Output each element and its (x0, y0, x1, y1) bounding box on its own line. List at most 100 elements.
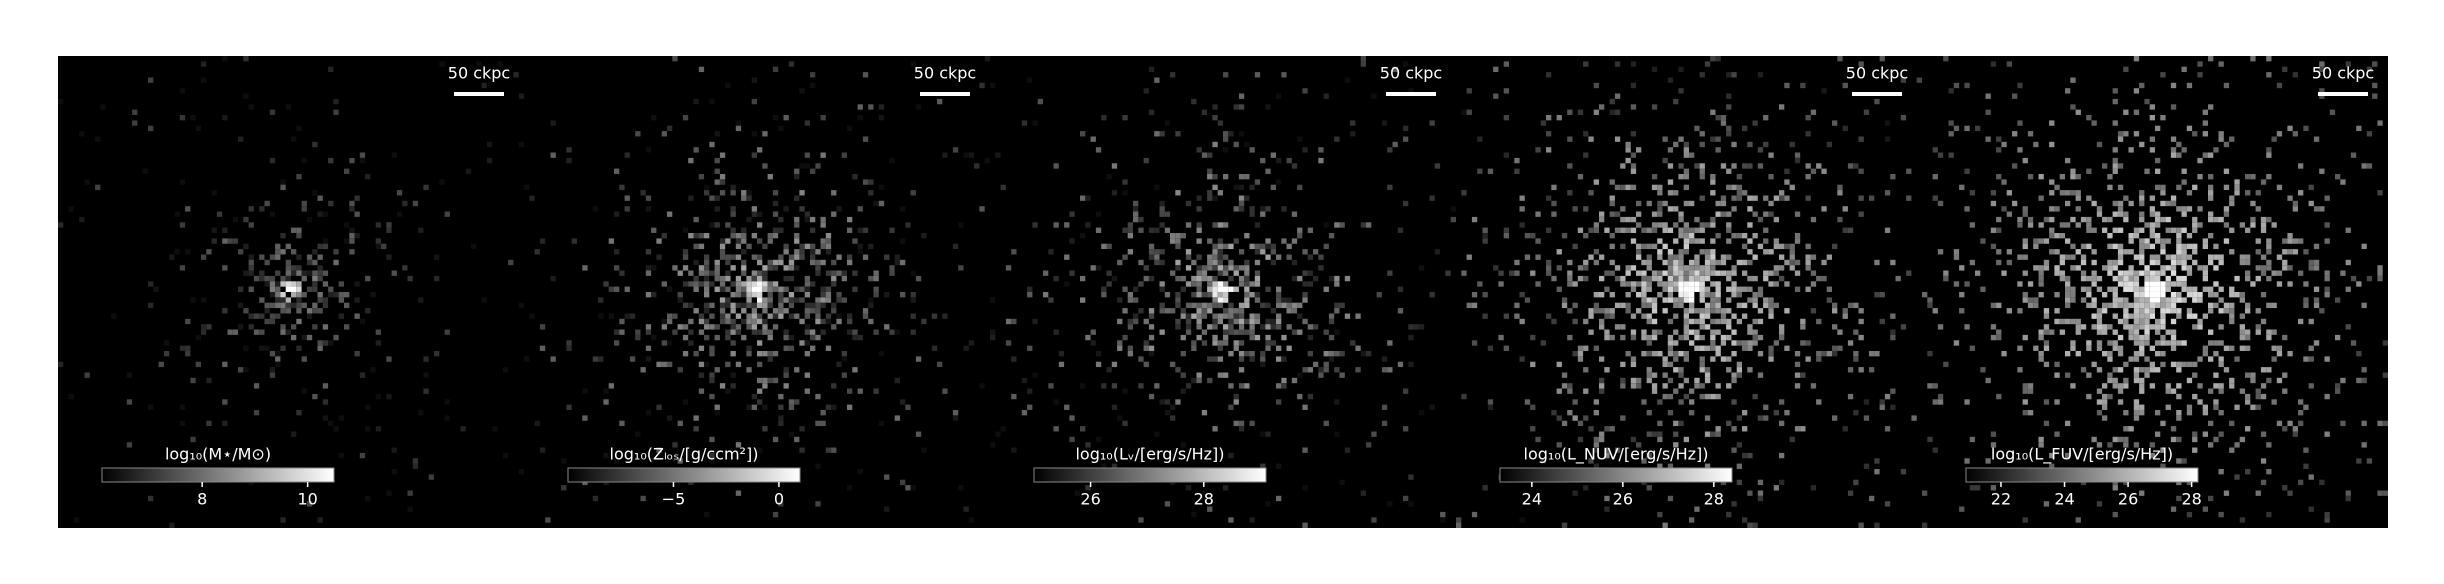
pixel (301, 292, 307, 298)
pixel (253, 410, 260, 416)
pixel (735, 254, 742, 260)
pixel (2139, 377, 2145, 384)
pixel (1609, 292, 1615, 298)
pixel (2160, 286, 2166, 292)
pixel (1122, 227, 1128, 233)
pixel (2144, 313, 2150, 319)
colorbar-tick-label: 26 (1080, 490, 1100, 509)
pixel (2229, 286, 2235, 292)
colorbar-tick-label: 0 (774, 490, 784, 509)
pixel (1742, 517, 1748, 523)
pixel (1699, 345, 1705, 351)
pixel (2292, 426, 2298, 432)
pixel (979, 82, 985, 89)
pixel (2139, 286, 2145, 292)
pixel (2139, 292, 2145, 298)
pixel (1328, 351, 1335, 357)
pixel (1837, 184, 1843, 191)
pixel (1599, 377, 1605, 384)
pixel (561, 485, 567, 491)
pixel (275, 302, 281, 309)
pixel (1731, 281, 1737, 287)
pixel (661, 324, 667, 330)
pixel (794, 238, 800, 244)
pixel (1646, 377, 1652, 384)
pixel (857, 115, 863, 121)
pixel (2075, 222, 2081, 228)
pixel (2282, 426, 2288, 432)
pixel (1260, 431, 1266, 437)
pixel (1233, 345, 1239, 351)
pixel (1794, 233, 1801, 239)
pixel (1699, 324, 1705, 330)
pixel (391, 447, 397, 453)
pixel (1689, 270, 1695, 276)
pixel (1662, 308, 1668, 314)
pixel (693, 98, 699, 105)
pixel (2218, 136, 2224, 142)
pixel (2096, 275, 2103, 282)
pixel (2059, 275, 2065, 282)
pixel (1794, 211, 1801, 217)
pixel (1260, 206, 1266, 212)
pixel (2107, 243, 2113, 250)
pixel (730, 383, 736, 389)
pixel (1895, 275, 1901, 282)
pixel (2287, 195, 2293, 201)
pixel (2170, 506, 2177, 512)
pixel (1847, 340, 1854, 346)
pixel (2170, 340, 2177, 346)
pixel (1736, 415, 1742, 421)
pixel (444, 211, 450, 217)
pixel (1196, 254, 1202, 260)
pixel (1805, 265, 1811, 271)
pixel (2260, 270, 2267, 276)
pixel (2192, 393, 2198, 400)
pixel (1159, 131, 1165, 137)
pixel (1080, 426, 1086, 432)
pixel (2234, 275, 2240, 282)
pixel (1673, 329, 1679, 335)
pixel (1694, 383, 1700, 389)
pixel (2096, 318, 2103, 325)
pixel (1599, 254, 1605, 260)
pixel (2096, 206, 2103, 212)
pixel (1212, 115, 1218, 121)
pixel (2298, 270, 2304, 276)
pixel (1011, 356, 1017, 362)
pixel (1530, 426, 1536, 432)
pixel (2149, 302, 2155, 309)
pixel (269, 157, 276, 164)
pixel (1736, 361, 1742, 368)
pixel (2006, 259, 2012, 266)
pixel (645, 324, 652, 330)
pixel (2282, 265, 2288, 271)
pixel (1704, 265, 1711, 271)
pixel (1657, 431, 1663, 437)
pixel (1604, 313, 1610, 319)
pixel (1577, 436, 1584, 443)
pixel (1260, 249, 1266, 255)
pixel (1005, 318, 1012, 325)
pixel (2340, 270, 2346, 276)
pixel (778, 227, 784, 233)
pixel (1185, 324, 1192, 330)
pixel (1546, 131, 1552, 137)
pixel (719, 179, 726, 185)
pixel (1037, 98, 1043, 105)
pixel (1238, 265, 1245, 271)
pixel (1620, 184, 1626, 191)
pixel (2133, 88, 2140, 94)
pixel (2038, 329, 2044, 335)
pixel (1630, 131, 1637, 137)
pixel (2165, 275, 2171, 282)
pixel (979, 383, 985, 389)
pixel (2229, 308, 2235, 314)
pixel (1477, 168, 1483, 174)
pixel (1959, 265, 1965, 271)
pixel (2086, 340, 2092, 346)
pixel (2133, 275, 2140, 282)
pixel (2197, 174, 2203, 180)
pixel (296, 302, 302, 309)
pixel (1726, 131, 1732, 137)
